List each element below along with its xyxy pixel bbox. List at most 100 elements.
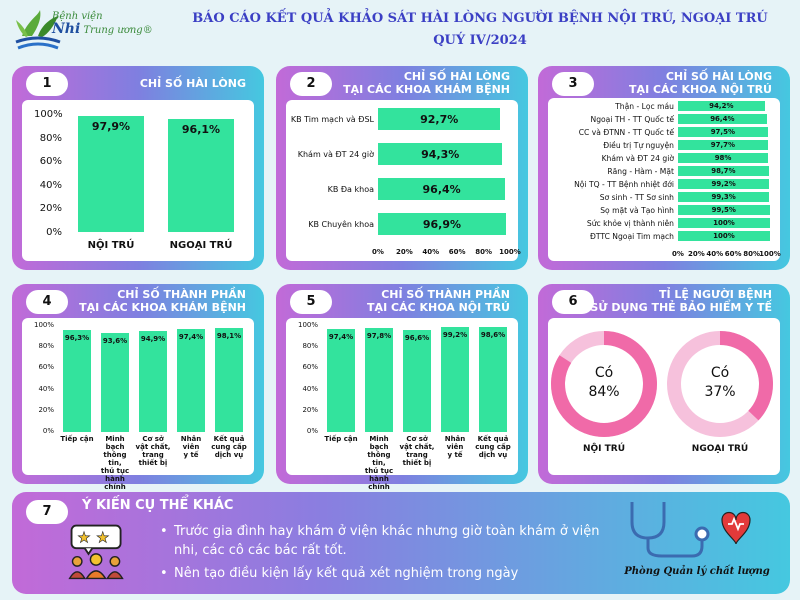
panel-title: CHỈ SỐ HÀI LÒNG — [139, 77, 246, 90]
data-label: 97,4% — [178, 332, 204, 341]
panel-number: 6 — [552, 290, 594, 314]
bar — [365, 328, 393, 432]
bar — [678, 231, 770, 241]
data-label: 98,6% — [480, 331, 506, 340]
y-tick-label: 60% — [302, 363, 318, 372]
stethoscope-heart-icon — [630, 502, 751, 558]
panel-4: 4 CHỈ SỐ THÀNH PHẦN TẠI CÁC KHOA KHÁM BỆ… — [12, 284, 264, 491]
category-label: Cơ sở vật chất, trang thiết bị — [399, 435, 435, 467]
panel-title: CHỈ SỐ THÀNH PHẦN TẠI CÁC KHOA NỘI TRÚ — [367, 288, 510, 314]
category-label: CC và ĐTNN - TT Quốc tế — [578, 127, 674, 137]
data-label: 99,2% — [711, 179, 736, 188]
bar — [378, 108, 501, 130]
y-tick-label: 100% — [297, 321, 318, 329]
y-tick-label: 0% — [42, 427, 54, 435]
data-label: 100% — [713, 218, 735, 227]
data-label: 99,2% — [442, 330, 468, 339]
y-tick-label: 40% — [39, 179, 62, 191]
panel-title: Ý KIẾN CỤ THỂ KHÁC — [82, 498, 234, 513]
y-tick-label: 100% — [34, 109, 63, 120]
x-tick-label: 100% — [759, 250, 781, 258]
donut-slice — [667, 331, 773, 437]
bar — [168, 118, 234, 232]
donut-center-label: Có 37% — [704, 365, 736, 400]
category-label: Thận - Lọc máu — [615, 101, 674, 111]
bar — [678, 166, 769, 176]
chart-area: 0% 20% 40% 60% 80% 100% 96,3% Tiếp cận 93,6% Minh… — [22, 318, 254, 491]
panel-3: 3 CHỈ SỐ HÀI LÒNG TẠI CÁC KHOA NỘI TRÚ T… — [538, 66, 790, 270]
panel-2: 2 CHỈ SỐ HÀI LÒNG TẠI CÁC KHOA KHÁM BỆNH… — [276, 66, 528, 270]
y-tick-label: 60% — [38, 363, 54, 372]
data-label: 98% — [714, 153, 732, 162]
category-label: ĐTTC Ngoại Tim mạch — [590, 231, 674, 241]
data-label: 96,4% — [710, 114, 735, 123]
chart-area: Có 84% NỘI TRÚ Có 37% NGOẠI TRÚ — [548, 318, 780, 475]
panel-number: 5 — [290, 290, 332, 314]
category-label: Cơ sở vật chất, trang thiết bị — [135, 435, 171, 467]
category-label: Tiếp cận — [324, 435, 358, 443]
panel-7: 7 Ý KIẾN CỤ THỂ KHÁC ★ ★ • Trước gia đình… — [12, 492, 790, 594]
bar — [678, 127, 768, 137]
bar — [678, 153, 769, 163]
bar — [177, 328, 205, 432]
category-label: NỘI TRÚ — [87, 240, 135, 251]
category-label: Nhân viên y tế — [444, 435, 466, 459]
logo-text: Bệnh viện Nhi Trung ương® — [52, 11, 153, 37]
panel-title: CHỈ SỐ THÀNH PHẦN TẠI CÁC KHOA KHÁM BỆNH — [79, 288, 246, 314]
bar — [479, 327, 507, 432]
chart-area: Thận - Lọc máu 94,2% Ngoại TH - TT Quốc tế… — [548, 98, 781, 261]
y-tick-label: 40% — [302, 384, 318, 393]
category-label: Kết quả cung cấp dịch vụ — [211, 435, 247, 459]
x-tick-label: 20% — [396, 248, 413, 256]
feedback-people-icon: ★ ★ — [68, 524, 124, 580]
category-label: Khám và ĐT 24 giờ — [297, 149, 374, 159]
panel-title: CHỈ SỐ HÀI LÒNG TẠI CÁC KHOA NỘI TRÚ — [629, 70, 772, 96]
bar — [63, 329, 91, 432]
y-tick-label: 0% — [46, 227, 62, 238]
category-label: NGOẠI TRÚ — [169, 240, 233, 251]
y-tick-label: 100% — [33, 321, 54, 329]
panel-title: TỈ LỆ NGƯỜI BỆNH SỬ DỤNG THẺ BẢO HIỂM Y … — [590, 288, 772, 314]
y-tick-label: 0% — [306, 427, 318, 435]
x-tick-label: 100% — [499, 248, 521, 256]
chart-area: 0% 20% 40% 60% 80% 100% 97,4% Tiếp cận 97,8% Minh… — [286, 318, 518, 491]
category-label: Khám và ĐT 24 giờ — [601, 153, 674, 163]
data-label: 98,1% — [216, 332, 242, 340]
x-tick-label: 40% — [422, 248, 440, 256]
data-label: 96,6% — [404, 333, 430, 342]
data-label: 99,3% — [711, 192, 736, 201]
bar — [678, 140, 768, 150]
chart-area: KB Tim mạch và ĐSL 92,7% Khám và ĐT 24 giờ… — [286, 100, 521, 261]
svg-text:★: ★ — [96, 529, 110, 547]
panel-6: 6 TỈ LỆ NGƯỜI BỆNH SỬ DỤNG THẺ BẢO HIỂM … — [538, 284, 790, 484]
category-label: Sức khỏe vị thành niên — [586, 218, 674, 228]
category-label: Sọ mặt và Tạo hình — [600, 205, 674, 215]
category-label: Điều trị Tự nguyện — [603, 140, 674, 150]
comment-item: • Nên tạo điều kiện lấy kết quả xét nghiệ… — [160, 566, 519, 581]
data-label: 97,9% — [91, 120, 131, 134]
bar — [139, 331, 167, 432]
x-tick-label: 0% — [372, 248, 384, 256]
category-label: KB Chuyên khoa — [308, 219, 374, 229]
insurance-donut-charts: Có 84% NỘI TRÚ Có 37% NGOẠI TRÚ — [548, 318, 780, 475]
bar — [378, 213, 506, 235]
data-label: 98,7% — [711, 166, 736, 175]
y-tick-label: 40% — [38, 384, 54, 393]
panel-5: 5 CHỈ SỐ THÀNH PHẦN TẠI CÁC KHOA NỘI TRÚ… — [276, 284, 528, 491]
x-tick-label: 80% — [475, 248, 492, 256]
bullet: • — [160, 524, 168, 539]
category-label: Minh bạch thông tin, thủ tục hành chính — [100, 435, 130, 491]
panel-number: 4 — [26, 290, 68, 314]
outpatient-dept-chart: KB Tim mạch và ĐSL 92,7% Khám và ĐT 24 giờ… — [286, 100, 521, 261]
category-label: Minh bạch thông tin, thủ tục hành chính — [364, 435, 394, 491]
bar — [378, 178, 506, 200]
data-label: 96,3% — [64, 333, 90, 342]
bar — [678, 114, 767, 124]
category-label: Nội TQ - TT Bệnh nhiệt đới — [574, 179, 674, 189]
x-tick-label: 80% — [743, 250, 760, 258]
comment-list: • Trước gia đình hay khám ở viện khác như… — [160, 522, 620, 583]
data-label: 100% — [713, 231, 735, 240]
bar — [678, 218, 770, 228]
bar — [678, 205, 770, 215]
y-tick-label: 80% — [302, 342, 318, 351]
